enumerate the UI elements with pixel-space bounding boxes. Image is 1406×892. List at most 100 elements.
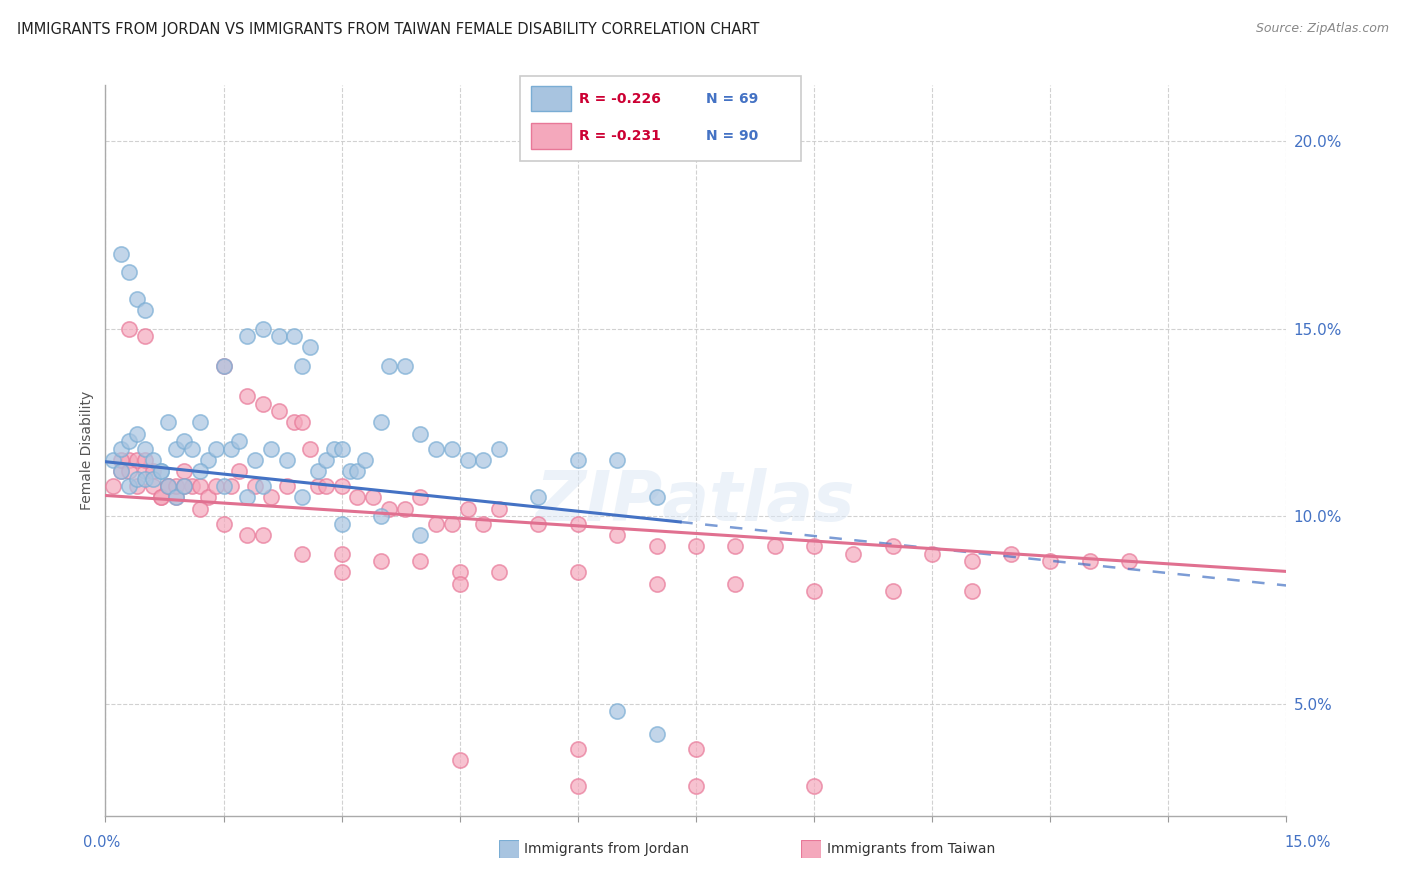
Text: Source: ZipAtlas.com: Source: ZipAtlas.com: [1256, 22, 1389, 36]
Point: [409, 491, 432, 505]
Point: [315, 479, 337, 493]
Point: [1000, 547, 1022, 561]
Point: [1078, 554, 1101, 568]
Point: [409, 554, 432, 568]
Y-axis label: Female Disability: Female Disability: [80, 391, 94, 510]
Point: [212, 479, 235, 493]
Point: [134, 302, 156, 317]
Point: [842, 547, 865, 561]
Point: [724, 576, 747, 591]
Point: [181, 479, 204, 493]
Point: [330, 442, 353, 456]
Point: [567, 779, 589, 793]
Point: [449, 576, 471, 591]
Point: [457, 453, 479, 467]
Point: [125, 472, 148, 486]
Point: [645, 491, 668, 505]
FancyBboxPatch shape: [531, 86, 571, 112]
Point: [110, 246, 132, 260]
Text: Immigrants from Taiwan: Immigrants from Taiwan: [827, 842, 995, 856]
Point: [409, 426, 432, 441]
Point: [110, 453, 132, 467]
Point: [134, 472, 156, 486]
Point: [1039, 554, 1062, 568]
Point: [212, 359, 235, 373]
Point: [527, 516, 550, 531]
Point: [488, 442, 510, 456]
Point: [134, 442, 156, 456]
Point: [394, 501, 416, 516]
Point: [228, 464, 250, 478]
FancyBboxPatch shape: [531, 123, 571, 149]
Point: [252, 528, 274, 542]
Point: [645, 539, 668, 553]
Point: [440, 442, 463, 456]
Point: [173, 479, 195, 493]
Point: [157, 415, 180, 429]
Point: [921, 547, 943, 561]
Text: 15.0%: 15.0%: [1285, 836, 1330, 850]
Point: [134, 464, 156, 478]
Point: [173, 464, 195, 478]
Point: [118, 434, 141, 448]
Point: [440, 516, 463, 531]
Point: [803, 539, 825, 553]
Point: [149, 464, 172, 478]
Point: [449, 566, 471, 580]
Text: ZIP​atlas: ZIP​atlas: [536, 468, 856, 535]
Point: [283, 329, 305, 343]
Point: [165, 442, 187, 456]
Point: [370, 554, 392, 568]
Point: [149, 491, 172, 505]
Point: [283, 415, 305, 429]
Point: [960, 554, 983, 568]
Point: [567, 453, 589, 467]
Point: [212, 359, 235, 373]
Point: [103, 479, 125, 493]
Point: [236, 389, 259, 403]
Point: [567, 741, 589, 756]
Point: [252, 479, 274, 493]
Point: [134, 453, 156, 467]
Point: [252, 321, 274, 335]
Point: [243, 453, 266, 467]
Point: [527, 491, 550, 505]
Point: [204, 479, 226, 493]
Point: [645, 726, 668, 740]
Point: [763, 539, 786, 553]
Point: [267, 329, 290, 343]
Point: [291, 415, 314, 429]
Point: [685, 741, 707, 756]
Point: [724, 539, 747, 553]
Point: [567, 566, 589, 580]
Point: [188, 464, 211, 478]
Point: [606, 528, 628, 542]
Point: [125, 292, 148, 306]
Point: [157, 479, 180, 493]
Point: [291, 547, 314, 561]
Point: [291, 491, 314, 505]
Point: [103, 453, 125, 467]
Point: [236, 329, 259, 343]
Point: [118, 265, 141, 279]
Point: [315, 453, 337, 467]
Point: [276, 453, 298, 467]
Point: [118, 453, 141, 467]
Point: [149, 464, 172, 478]
Point: [346, 491, 368, 505]
Point: [260, 491, 283, 505]
Point: [330, 547, 353, 561]
Point: [149, 491, 172, 505]
Point: [188, 415, 211, 429]
Point: [425, 516, 447, 531]
Point: [409, 528, 432, 542]
Point: [488, 501, 510, 516]
Point: [960, 584, 983, 599]
Point: [346, 464, 368, 478]
Text: IMMIGRANTS FROM JORDAN VS IMMIGRANTS FROM TAIWAN FEMALE DISABILITY CORRELATION C: IMMIGRANTS FROM JORDAN VS IMMIGRANTS FRO…: [17, 22, 759, 37]
Point: [354, 453, 377, 467]
Point: [204, 442, 226, 456]
Point: [125, 426, 148, 441]
Point: [299, 340, 322, 354]
Text: N = 90: N = 90: [706, 129, 758, 143]
